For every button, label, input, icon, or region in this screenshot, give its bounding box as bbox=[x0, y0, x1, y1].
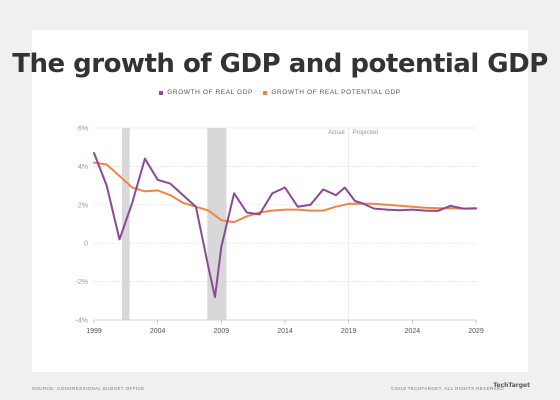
source-note: SOURCE: CONGRESSIONAL BUDGET OFFICE bbox=[32, 386, 145, 391]
recession-band-1 bbox=[207, 128, 227, 320]
y-tick-label: -2% bbox=[76, 279, 88, 286]
x-tick-label: 2014 bbox=[277, 328, 293, 335]
legend-swatch-real-gdp bbox=[159, 90, 164, 95]
chart-card bbox=[32, 30, 528, 372]
legend-label-potential-gdp: GROWTH OF REAL POTENTIAL GDP bbox=[271, 89, 401, 96]
x-tick-label: 2019 bbox=[341, 328, 357, 335]
y-tick-label: 2% bbox=[78, 202, 88, 209]
legend-item-real-gdp: GROWTH OF REAL GDP bbox=[159, 89, 253, 96]
legend-item-potential-gdp: GROWTH OF REAL POTENTIAL GDP bbox=[263, 89, 400, 96]
x-tick-label: 2029 bbox=[468, 328, 484, 335]
y-tick-label: 0 bbox=[84, 241, 88, 248]
brand-logo: TechTarget bbox=[493, 382, 530, 389]
x-tick-label: 2004 bbox=[150, 328, 166, 335]
annotation-actual: Actual bbox=[328, 130, 345, 136]
legend-swatch-potential-gdp bbox=[263, 90, 268, 95]
y-tick-label: 4% bbox=[78, 164, 88, 171]
x-tick-label: 2009 bbox=[214, 328, 230, 335]
x-tick-label: 2024 bbox=[405, 328, 421, 335]
copyright-note: ©2019 TECHTARGET. ALL RIGHTS RESERVED bbox=[390, 386, 504, 391]
legend-label-real-gdp: GROWTH OF REAL GDP bbox=[167, 89, 253, 96]
chart-title: The growth of GDP and potential GDP bbox=[12, 49, 548, 79]
annotation-projected: Projected bbox=[353, 130, 378, 136]
chart-legend: GROWTH OF REAL GDP GROWTH OF REAL POTENT… bbox=[0, 89, 560, 97]
series-line-real-gdp bbox=[93, 152, 477, 298]
y-tick-label: 6% bbox=[78, 126, 88, 133]
series-line-potential-gdp bbox=[93, 161, 477, 224]
x-tick-label: 1999 bbox=[86, 328, 102, 335]
y-tick-label: -4% bbox=[76, 318, 88, 325]
